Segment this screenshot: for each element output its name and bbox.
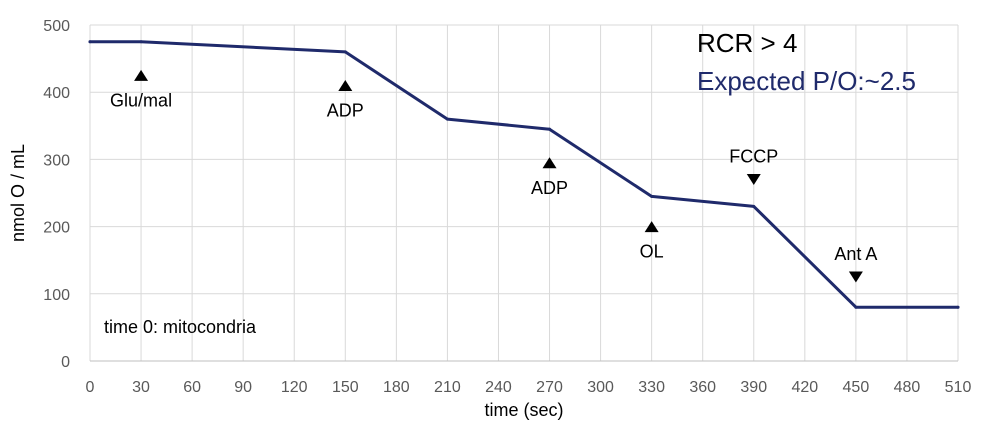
y-tick-labels: 0 100 200 300 400 500	[43, 18, 70, 371]
x-tick-label: 90	[234, 379, 252, 396]
x-tick-label: 180	[383, 379, 410, 396]
x-tick-label: 270	[536, 379, 563, 396]
y-tick-label: 400	[43, 85, 70, 102]
x-tick-label: 120	[281, 379, 308, 396]
data-point	[854, 305, 858, 309]
rcr-label: RCR > 4	[697, 28, 797, 58]
data-point	[445, 117, 449, 121]
annotation-label: ADP	[327, 100, 364, 120]
x-tick-label: 240	[485, 379, 512, 396]
annotation-label: FCCP	[729, 147, 778, 167]
x-tick-label: 390	[740, 379, 767, 396]
annotations: Glu/mal ADP ADP OL FCCP Ant A	[110, 69, 877, 283]
x-tick-label: 330	[638, 379, 665, 396]
x-tick-label: 210	[434, 379, 461, 396]
grid	[89, 24, 959, 361]
data-point	[548, 127, 552, 131]
y-tick-label: 200	[43, 220, 70, 237]
y-tick-label: 0	[61, 354, 70, 371]
up-triangle-icon	[644, 221, 659, 233]
x-axis-title: time (sec)	[484, 400, 563, 420]
data-point	[343, 50, 347, 54]
x-tick-label: 0	[86, 379, 95, 396]
data-point	[139, 40, 143, 44]
up-triangle-icon	[542, 157, 557, 169]
annotation-label: OL	[640, 242, 664, 262]
y-tick-label: 300	[43, 152, 70, 169]
x-tick-label: 420	[791, 379, 818, 396]
up-triangle-icon	[134, 69, 149, 81]
time-zero-note: time 0: mitocondria	[104, 317, 257, 337]
x-tick-labels: 0 30 60 90 120 150 180 210 240 270 300 330 360 390 420…	[86, 379, 972, 396]
x-tick-label: 510	[945, 379, 972, 396]
series	[88, 40, 960, 309]
data-point	[88, 40, 92, 44]
data-point	[956, 305, 960, 309]
x-tick-label: 30	[132, 379, 150, 396]
data-point	[752, 204, 756, 208]
y-tick-label: 500	[43, 18, 70, 35]
y-axis-title: nmol O / mL	[8, 144, 28, 242]
x-tick-label: 300	[587, 379, 614, 396]
up-triangle-icon	[338, 79, 353, 91]
x-tick-label: 450	[843, 379, 870, 396]
y-tick-label: 100	[43, 287, 70, 304]
down-triangle-icon	[848, 271, 863, 283]
x-tick-label: 480	[894, 379, 921, 396]
annotation-label: Glu/mal	[110, 90, 172, 110]
annotation-label: Ant A	[834, 244, 877, 264]
expected-po-label: Expected P/O:~2.5	[697, 66, 916, 96]
x-tick-label: 360	[689, 379, 716, 396]
annotation-label: ADP	[531, 178, 568, 198]
x-tick-label: 60	[183, 379, 201, 396]
x-tick-label: 150	[332, 379, 359, 396]
down-triangle-icon	[746, 174, 761, 186]
data-point	[650, 194, 654, 198]
